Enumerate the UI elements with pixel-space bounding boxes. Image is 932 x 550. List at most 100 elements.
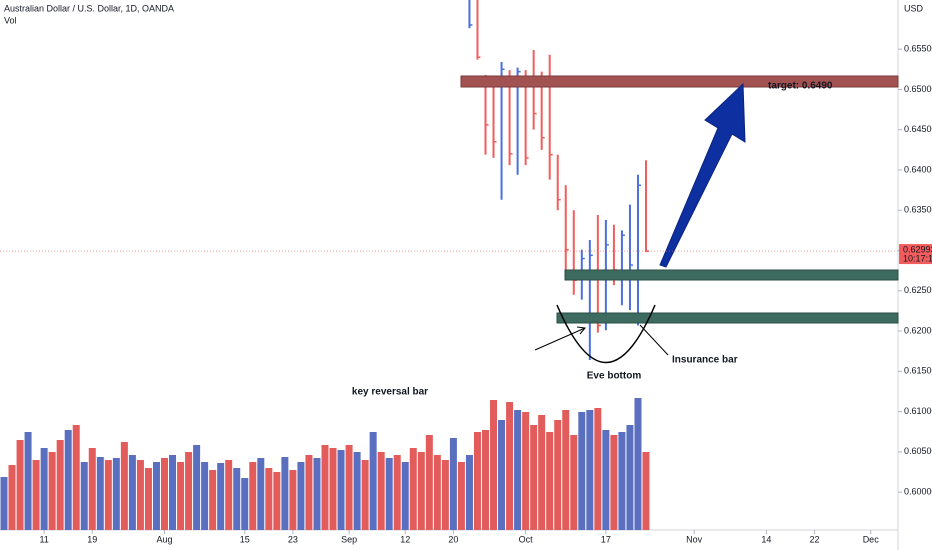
volume-bar [417, 452, 425, 530]
volume-bar [120, 442, 128, 530]
volume-bar [530, 425, 538, 530]
volume-bar [152, 462, 160, 530]
volume-bar [96, 457, 104, 530]
volume-bar [0, 477, 8, 530]
volume-bar [265, 468, 273, 530]
volume-bar [161, 458, 168, 530]
volume-bar [112, 458, 120, 530]
volume-bar [72, 425, 80, 530]
x-tick-label: 23 [288, 534, 298, 544]
support-zone [556, 312, 899, 324]
volume-bar [393, 455, 401, 530]
volume-bar [136, 460, 144, 530]
volume-bar [562, 410, 570, 530]
volume-bar [329, 448, 337, 530]
x-tick-label: Nov [686, 534, 703, 544]
bottom-curve [556, 304, 656, 363]
volume-bar [321, 445, 329, 530]
volume-bar [40, 448, 48, 530]
x-tick-label: 22 [810, 534, 820, 544]
volume-bar [353, 452, 361, 530]
volume-bar [16, 440, 24, 530]
volume-bar [498, 420, 506, 530]
volume-bar [586, 410, 594, 530]
last-price-label: 0.62993 [903, 244, 932, 254]
volume-bar [217, 463, 225, 530]
volume-bar [273, 472, 281, 530]
annotation: Insurance bar [672, 355, 738, 366]
volume-bar [401, 462, 409, 530]
x-tick-label: 15 [240, 534, 250, 544]
volume-bar [48, 452, 56, 530]
volume-bar [305, 455, 313, 530]
volume-bar [490, 400, 498, 530]
volume-bar [297, 462, 305, 530]
volume-bar [32, 460, 40, 530]
target-zone [460, 75, 899, 88]
volume-bar [546, 432, 554, 530]
volume-bar [209, 470, 217, 530]
volume-bar [634, 398, 642, 530]
price-layer [468, 0, 649, 361]
volume-bar [457, 462, 465, 530]
volume-bar [465, 455, 473, 530]
volume-bar [313, 458, 321, 530]
volume-bar [241, 478, 249, 530]
volume-bar [578, 412, 586, 530]
volume-bar [257, 458, 265, 530]
volume-bar [233, 468, 241, 530]
volume-bar [56, 440, 64, 530]
volume-bar [80, 462, 88, 530]
annotation: key reversal bar [352, 387, 428, 398]
volume-bar [64, 430, 72, 530]
pointer [534, 327, 586, 351]
volume-bar [618, 432, 626, 530]
volume-bar [201, 462, 209, 530]
volume-layer [0, 398, 650, 530]
x-tick-label: 12 [400, 534, 410, 544]
volume-bar [144, 468, 152, 530]
volume-bar [385, 458, 393, 530]
volume-bar [289, 470, 297, 530]
volume-bar [602, 430, 610, 530]
x-tick-label: Oct [519, 534, 534, 544]
volume-bar [169, 455, 177, 530]
volume-bar [441, 460, 449, 530]
volume-bar [514, 410, 522, 530]
x-tick-label: 11 [39, 534, 48, 544]
volume-bar [449, 438, 457, 530]
volume-bar [361, 460, 369, 530]
volume-bar [177, 462, 185, 530]
volume-bar [185, 452, 193, 530]
volume-bar [473, 432, 481, 530]
last-price-box [899, 244, 932, 265]
x-tick-label: 14 [761, 534, 771, 544]
volume-bar [193, 445, 201, 530]
volume-bar [522, 412, 530, 530]
volume-bar [337, 450, 345, 530]
volume-bar [570, 435, 578, 530]
volume-bar [594, 408, 602, 530]
volume-bar [225, 460, 233, 530]
last-time-label: 10:17:16 [903, 253, 932, 263]
volume-bar [345, 445, 353, 530]
volume-bar [24, 432, 32, 530]
volume-bar [642, 452, 650, 530]
x-tick-label: 17 [601, 534, 611, 544]
volume-bar [281, 457, 289, 530]
pointer-head [576, 326, 586, 335]
x-tick-label: Aug [156, 534, 172, 544]
volume-bar [482, 430, 489, 530]
x-tick-label: 20 [448, 534, 458, 544]
volume-bar [249, 462, 257, 530]
x-tick-label: 19 [87, 534, 97, 544]
